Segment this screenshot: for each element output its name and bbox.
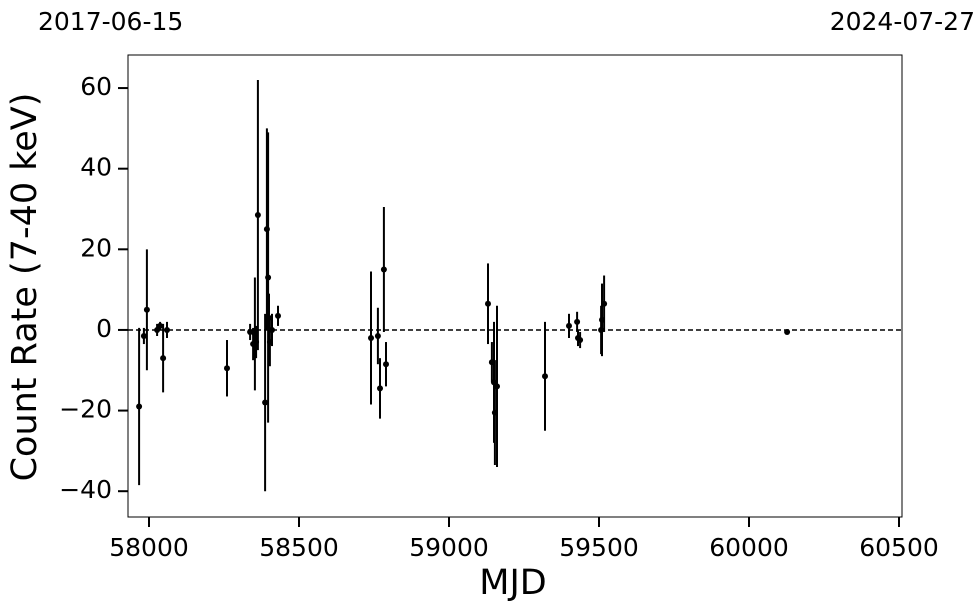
y-tick-label: −20: [59, 395, 112, 424]
data-point: [140, 332, 147, 339]
data-point: [380, 266, 387, 273]
data-point: [157, 322, 164, 329]
data-point: [164, 326, 170, 333]
data-point: [601, 300, 608, 307]
x-tick-label: 58500: [259, 533, 339, 562]
data-point: [262, 399, 269, 406]
y-tick-label: −40: [59, 475, 112, 504]
data-point: [574, 318, 581, 325]
x-tick-label: 60500: [859, 533, 939, 562]
data-point: [265, 274, 272, 281]
y-axis-label: Count Rate (7-40 keV): [5, 93, 45, 482]
data-point: [377, 385, 383, 392]
data-point: [368, 335, 374, 342]
y-tick-label: 20: [80, 233, 112, 262]
data-point: [566, 322, 572, 329]
data-point: [784, 328, 791, 335]
data-point: [247, 328, 254, 335]
data-point: [160, 355, 167, 362]
data-point: [143, 306, 150, 313]
data-point: [542, 373, 548, 380]
data-point: [577, 337, 584, 344]
data-point: [494, 383, 500, 390]
x-tick-label: 58000: [109, 533, 189, 562]
data-point: [224, 365, 230, 372]
y-tick-label: 40: [80, 153, 112, 182]
data-point: [383, 361, 389, 368]
x-tick-label: 60000: [709, 533, 789, 562]
y-tick-label: 0: [96, 314, 112, 343]
data-point: [269, 326, 275, 333]
x-tick-label: 59500: [559, 533, 639, 562]
x-tick-label: 59000: [409, 533, 489, 562]
y-tick-label: 60: [80, 72, 112, 101]
data-point: [275, 312, 281, 319]
data-point: [374, 332, 381, 339]
data-point: [253, 339, 260, 346]
plot-frame: [127, 54, 903, 518]
annotation: 2017-06-15: [38, 7, 183, 36]
data-point: [136, 403, 143, 410]
x-axis-label: MJD: [479, 563, 546, 603]
annotation: 2024-07-27: [830, 7, 975, 36]
data-point: [485, 300, 491, 307]
data-point: [254, 212, 261, 219]
